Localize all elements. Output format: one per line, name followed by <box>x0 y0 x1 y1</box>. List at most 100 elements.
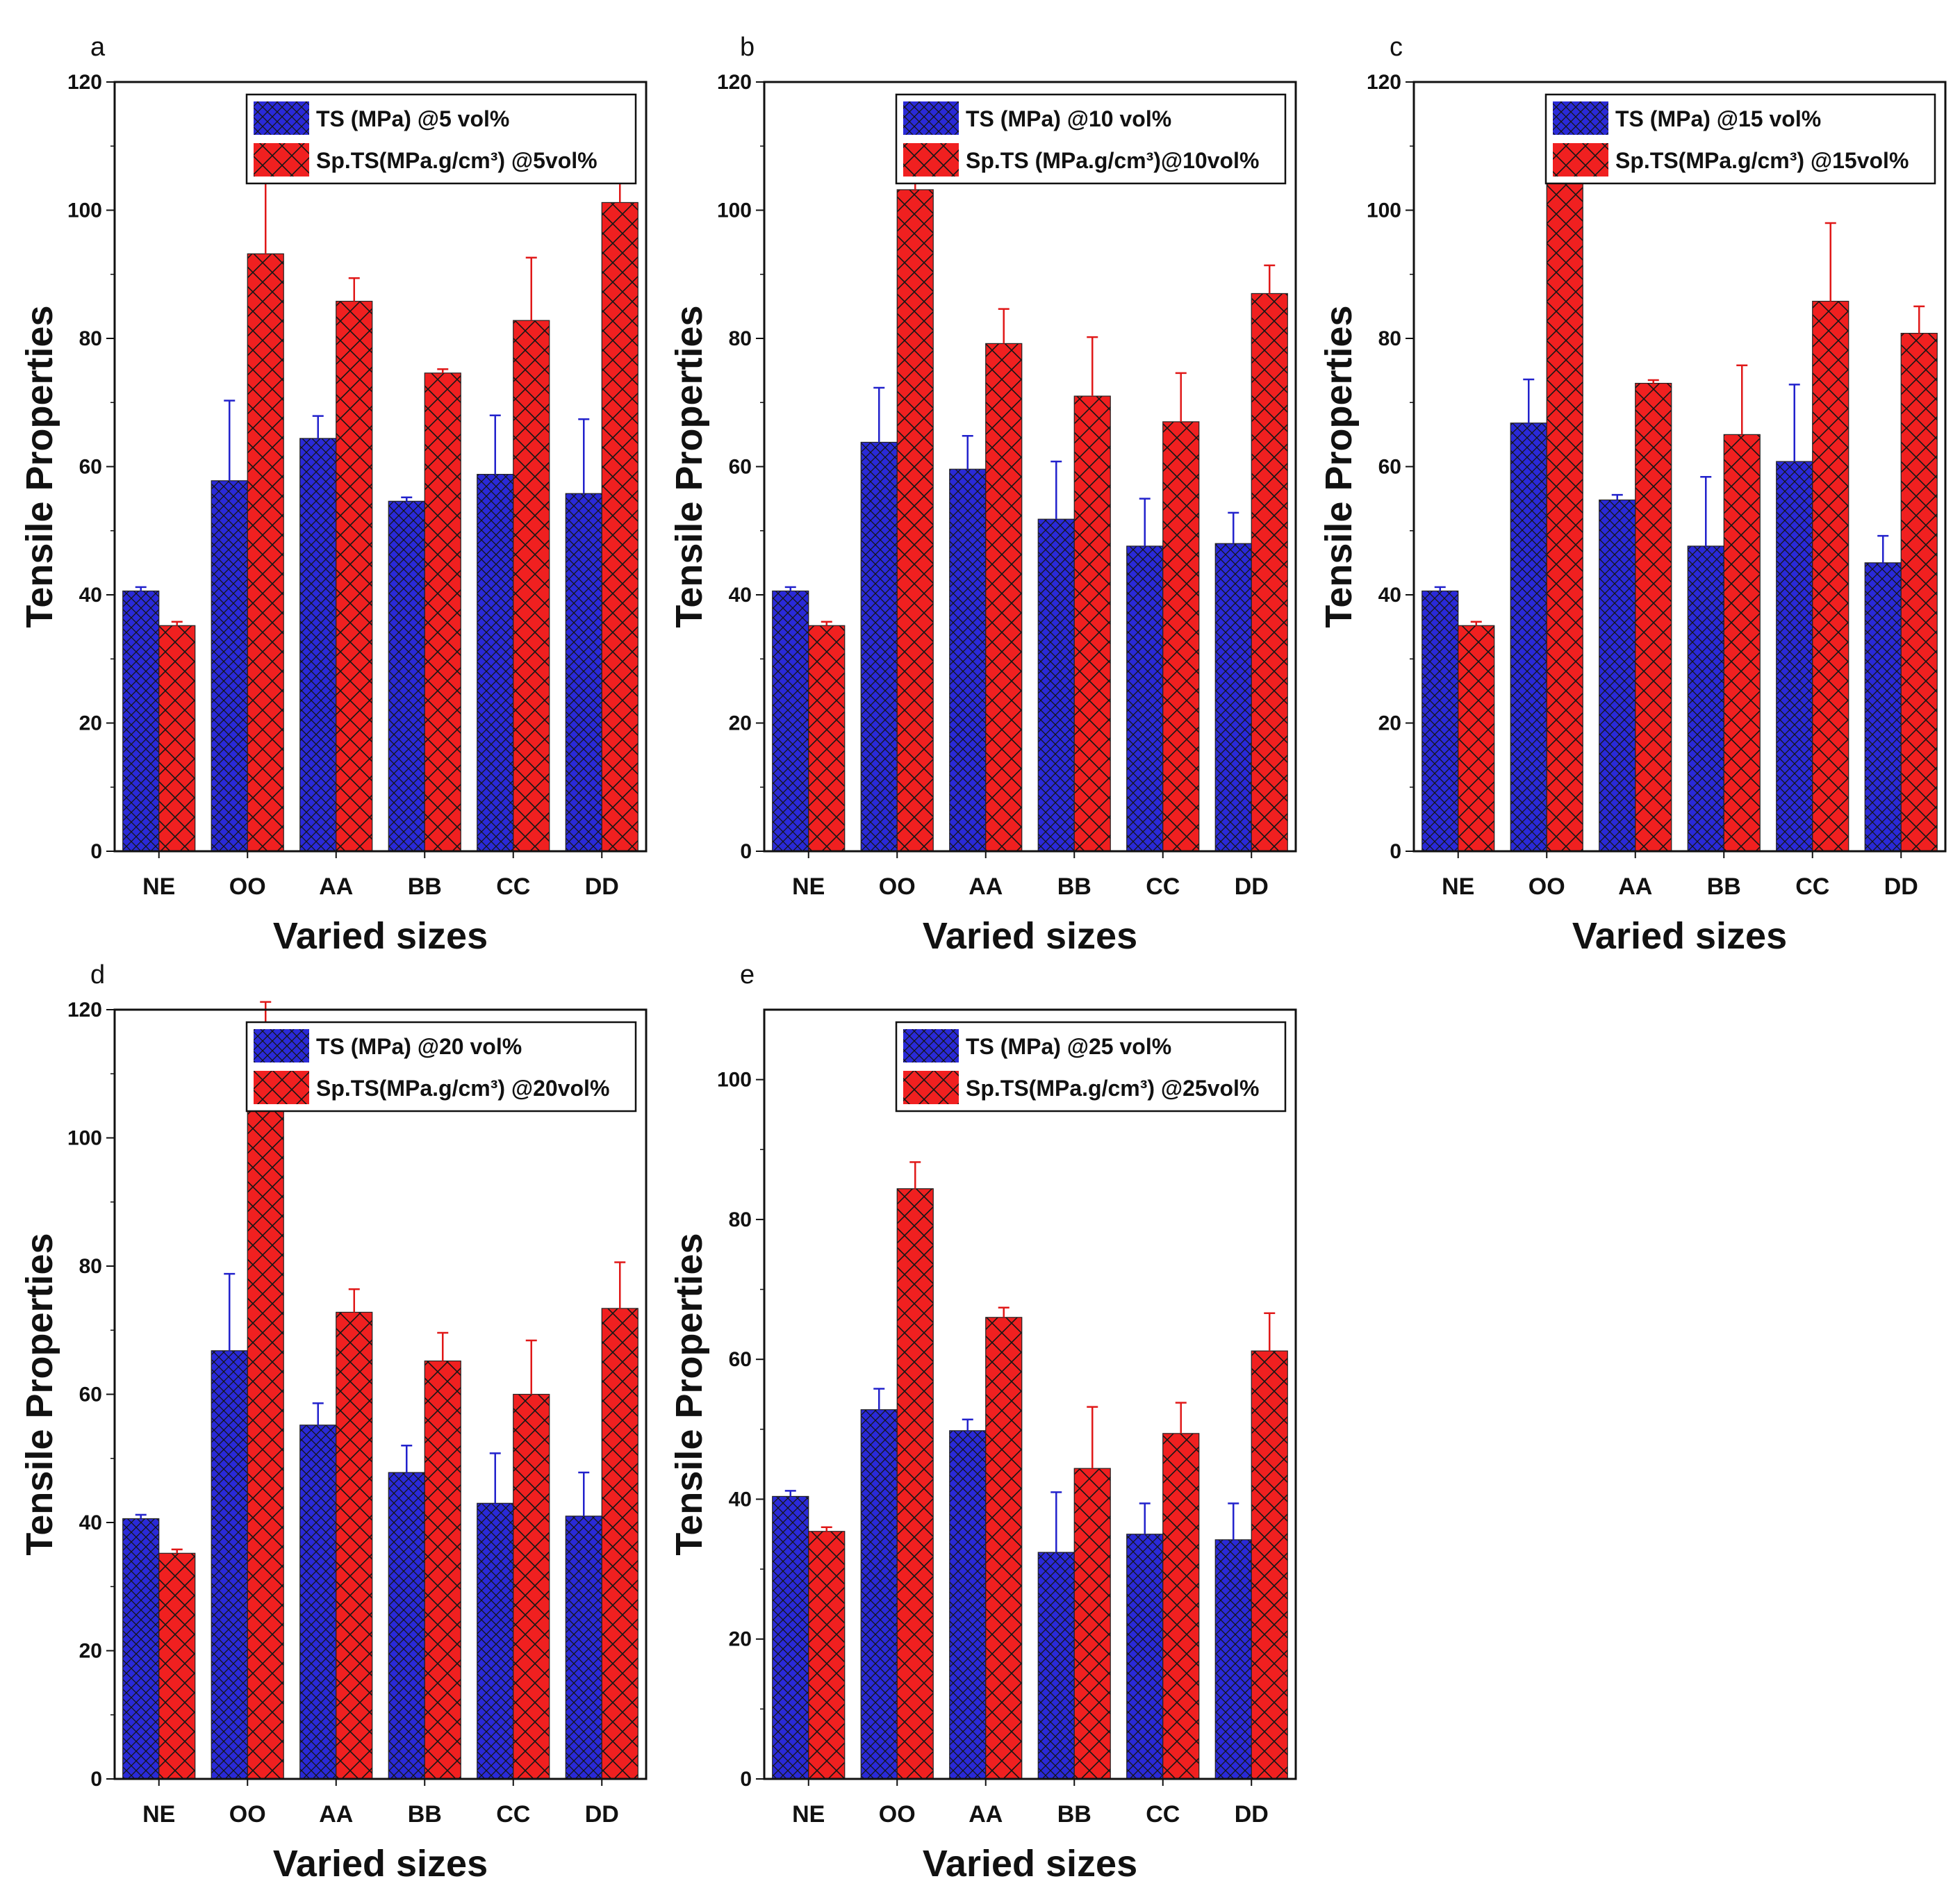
x-tick-label: BB <box>408 1801 442 1828</box>
ts-bar-ne-hatch <box>1422 591 1458 851</box>
sp-ts-bar-ne-hatch <box>159 1553 195 1779</box>
ts-bar-aa-hatch <box>300 1425 336 1779</box>
y-tick-label: 20 <box>79 1640 102 1663</box>
sp-ts-bar-aa-hatch <box>336 1312 372 1779</box>
sp-ts-bar-ne-hatch <box>809 625 845 851</box>
x-tick-label: CC <box>496 873 530 900</box>
sp-ts-bar-oo-hatch <box>897 190 933 851</box>
legend-swatch-hatch <box>903 143 959 177</box>
panel-letter: c <box>1390 33 1403 62</box>
legend-swatch-hatch <box>1553 101 1608 135</box>
x-axis-title: Varied sizes <box>923 915 1137 957</box>
y-tick-label: 0 <box>740 1768 752 1791</box>
ts-bar-bb-hatch <box>388 501 425 851</box>
ts-bar-aa-hatch <box>950 469 986 851</box>
x-tick-label: OO <box>879 1801 916 1828</box>
panel-letter: e <box>740 960 755 990</box>
y-tick-label: 100 <box>1367 199 1401 222</box>
ts-bar-ne-hatch <box>773 1496 809 1779</box>
x-tick-label: DD <box>585 873 619 900</box>
x-tick-label: DD <box>1884 873 1918 900</box>
y-axis-title: Tensile Properties <box>19 305 60 627</box>
sp-ts-bar-cc-hatch <box>1163 422 1199 851</box>
legend-label-sp-ts: Sp.TS(MPa.g/cm³) @25vol% <box>966 1076 1259 1101</box>
x-tick-label: NE <box>1442 873 1474 900</box>
legend-swatch-hatch <box>254 1029 309 1062</box>
legend-swatch-hatch <box>1553 143 1608 177</box>
y-tick-label: 120 <box>1367 71 1401 94</box>
legend-label-sp-ts: Sp.TS(MPa.g/cm³) @15vol% <box>1615 148 1909 173</box>
y-tick-label: 60 <box>79 456 102 479</box>
y-tick-label: 40 <box>729 584 752 607</box>
legend-label-ts: TS (MPa) @25 vol% <box>966 1034 1171 1059</box>
ts-bar-bb-hatch <box>1688 546 1724 851</box>
sp-ts-bar-dd-hatch <box>602 1308 638 1779</box>
ts-bar-bb-hatch <box>1038 519 1074 851</box>
ts-bar-ne-hatch <box>123 591 159 851</box>
sp-ts-bar-cc-hatch <box>513 320 550 851</box>
y-tick-label: 20 <box>79 712 102 735</box>
panel-letter: d <box>90 960 105 990</box>
ts-bar-cc-hatch <box>1777 461 1813 851</box>
x-tick-label: DD <box>1235 1801 1269 1828</box>
y-axis-title: Tensile Properties <box>19 1233 60 1555</box>
legend-label-ts: TS (MPa) @20 vol% <box>316 1034 522 1059</box>
sp-ts-bar-dd-hatch <box>1251 293 1287 851</box>
y-tick-label: 0 <box>740 840 752 863</box>
x-tick-label: NE <box>792 873 825 900</box>
ts-bar-dd-hatch <box>1215 543 1251 851</box>
legend-label-ts: TS (MPa) @10 vol% <box>966 106 1171 131</box>
sp-ts-bar-aa-hatch <box>1635 384 1672 851</box>
legend-label-ts: TS (MPa) @5 vol% <box>316 106 509 131</box>
sp-ts-bar-cc-hatch <box>1813 301 1849 851</box>
sp-ts-bar-oo-hatch <box>897 1189 933 1779</box>
y-tick-label: 60 <box>1378 456 1401 479</box>
x-tick-label: NE <box>792 1801 825 1828</box>
ts-bar-aa-hatch <box>950 1431 986 1779</box>
x-tick-label: OO <box>229 873 266 900</box>
x-tick-label: CC <box>496 1801 530 1828</box>
y-tick-label: 60 <box>729 456 752 479</box>
ts-bar-cc-hatch <box>1127 1534 1163 1779</box>
y-tick-label: 40 <box>79 584 102 607</box>
legend-swatch-hatch <box>903 1029 959 1062</box>
y-tick-label: 120 <box>67 71 102 94</box>
y-tick-label: 100 <box>717 1069 752 1092</box>
sp-ts-bar-dd-hatch <box>1901 334 1937 851</box>
ts-bar-aa-hatch <box>1599 500 1635 851</box>
y-tick-label: 80 <box>79 327 102 350</box>
x-axis-title: Varied sizes <box>923 1843 1137 1885</box>
y-tick-label: 20 <box>729 712 752 735</box>
y-tick-label: 40 <box>1378 584 1401 607</box>
x-tick-label: CC <box>1146 873 1180 900</box>
sp-ts-bar-bb-hatch <box>1074 1468 1110 1779</box>
legend-swatch-hatch <box>903 101 959 135</box>
legend-label-sp-ts: Sp.TS (MPa.g/cm³)@10vol% <box>966 148 1259 173</box>
x-tick-label: NE <box>142 873 175 900</box>
x-tick-label: CC <box>1146 1801 1180 1828</box>
x-tick-label: CC <box>1795 873 1829 900</box>
sp-ts-bar-bb-hatch <box>1724 434 1760 851</box>
legend-label-ts: TS (MPa) @15 vol% <box>1615 106 1821 131</box>
legend-label-sp-ts: Sp.TS(MPa.g/cm³) @20vol% <box>316 1076 609 1101</box>
x-tick-label: BB <box>408 873 442 900</box>
sp-ts-bar-dd-hatch <box>602 202 638 851</box>
legend-swatch-hatch <box>254 143 309 177</box>
x-tick-label: AA <box>1618 873 1652 900</box>
y-tick-label: 40 <box>729 1488 752 1511</box>
chart-panel-b: bNE OO AA BB CC DD020406080100120Varied sizes… <box>668 33 1296 957</box>
y-axis-title: Tensile Properties <box>1318 305 1360 627</box>
sp-ts-bar-bb-hatch <box>1074 396 1110 851</box>
ts-bar-bb-hatch <box>388 1472 425 1779</box>
ts-bar-bb-hatch <box>1038 1552 1074 1779</box>
x-tick-label: AA <box>969 873 1003 900</box>
ts-bar-ne-hatch <box>123 1518 159 1779</box>
ts-bar-cc-hatch <box>477 1503 513 1779</box>
chart-panel-a: a NE OO AA BB CC DD 0 20 40 60 80 100 120 Varied sizes… <box>19 33 646 957</box>
y-tick-label: 60 <box>729 1348 752 1371</box>
ts-bar-oo-hatch <box>861 1410 897 1779</box>
figure: aNE OO AA BB CC DD020406080100120Varied sizes… <box>0 0 1953 1904</box>
sp-ts-bar-dd-hatch <box>1251 1351 1287 1779</box>
legend-swatch-hatch <box>254 101 309 135</box>
sp-ts-bar-ne-hatch <box>159 625 195 851</box>
